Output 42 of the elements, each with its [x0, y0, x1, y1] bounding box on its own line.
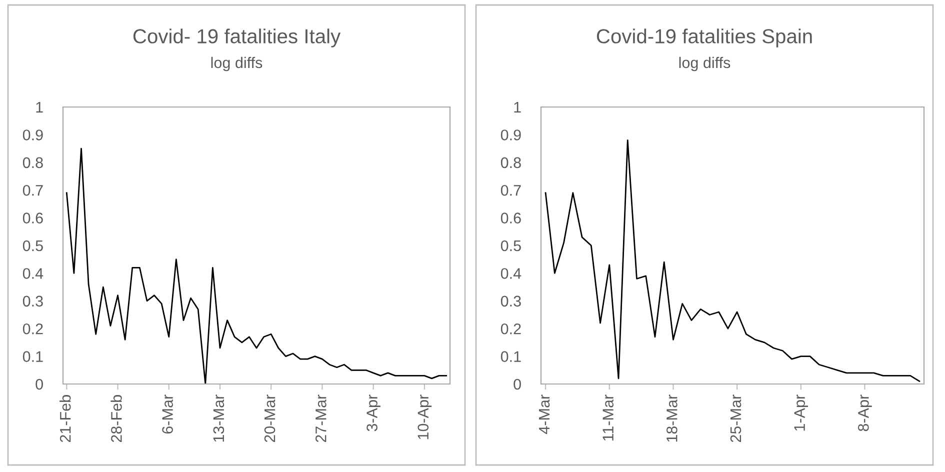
y-tick-label: 0.9 [22, 130, 43, 140]
chart-title: Covid- 19 fatalities Italy [133, 28, 341, 48]
y-tick-label: 0.2 [22, 323, 43, 334]
y-tick-label: 0.6 [500, 212, 521, 224]
y-tick-label: 0.4 [500, 268, 522, 279]
y-tick-label: 0.3 [500, 296, 521, 307]
y-tick-label: 0.1 [500, 351, 521, 362]
x-tick-label: 10-Apr [418, 394, 432, 440]
x-tick-label: 1-Apr [794, 394, 808, 431]
y-tick-label: 0.6 [22, 212, 43, 224]
x-tick-label: 27-Mar [316, 394, 326, 442]
line-series [544, 140, 920, 382]
y-tick-label: 0.5 [500, 240, 521, 252]
y-tick-label: 1 [36, 102, 43, 113]
y-tick-label: 0.5 [22, 240, 43, 252]
x-tick-label: 28-Feb [110, 395, 122, 442]
x-tick-label: 20-Mar [264, 394, 276, 442]
y-tick-label: 0.7 [500, 184, 521, 196]
x-tick-label: 13-Mar [213, 394, 224, 442]
x-tick-label: 8-Apr [858, 394, 872, 432]
line-series [66, 148, 448, 384]
y-tick-label: 0.1 [22, 351, 43, 362]
y-tick-label: 0.3 [22, 296, 43, 307]
chart-subtitle: log diffs [679, 56, 730, 72]
y-tick-label: 0.9 [500, 130, 521, 140]
chart-title: Covid-19 fatalities Spain [596, 28, 812, 48]
x-tick-label: 25-Mar [730, 394, 742, 442]
x-tick-label: 11-Mar [602, 394, 614, 441]
x-tick-label: 21-Feb [60, 395, 71, 442]
y-tick-label: 0 [36, 378, 43, 390]
y-tick-label: 0.7 [22, 184, 43, 196]
y-tick-label: 0.8 [22, 157, 43, 168]
y-tick-label: 0 [514, 378, 521, 390]
x-tick-label: 18-Mar [666, 394, 678, 442]
x-tick-label: 3-Apr [366, 394, 380, 432]
y-tick-label: 0.8 [500, 157, 521, 168]
y-tick-label: 1 [514, 102, 521, 113]
x-tick-label: 6-Mar [162, 394, 173, 434]
y-tick-label: 0.2 [500, 323, 521, 334]
chart-subtitle: log diffs [211, 56, 262, 72]
x-tick-label: 4-Mar [539, 394, 550, 434]
y-tick-label: 0.4 [22, 268, 44, 279]
